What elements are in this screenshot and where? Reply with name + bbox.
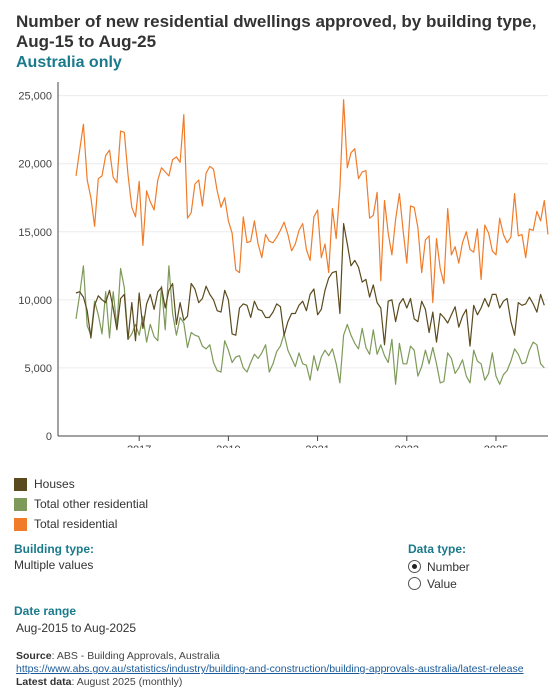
chart-title: Number of new residential dwellings appr… <box>16 12 537 51</box>
radio-value-label: Value <box>427 576 457 591</box>
legend-label-houses: Houses <box>34 477 75 491</box>
source-link[interactable]: https://www.abs.gov.au/statistics/indust… <box>16 663 524 675</box>
legend-label-total: Total residential <box>34 517 118 531</box>
radio-number[interactable]: Number <box>408 558 470 575</box>
line-chart[interactable]: 0 5,000 10,000 15,000 20,000 25,000 2017 2019 20… <box>0 78 560 448</box>
x-tick-label: 2017 <box>127 444 151 448</box>
x-tick-label: 2021 <box>305 444 329 448</box>
legend-swatch-total <box>14 517 27 531</box>
legend: Houses Total other residential Total res… <box>14 474 148 534</box>
legend-swatch-houses <box>14 477 27 491</box>
building-type-value[interactable]: Multiple values <box>14 558 94 572</box>
legend-item-houses[interactable]: Houses <box>14 474 148 494</box>
latest-text: : August 2025 (monthly) <box>71 676 183 688</box>
legend-label-other: Total other residential <box>34 497 149 511</box>
date-range-filter[interactable]: Date range Aug-2015 to Aug-2025 <box>14 604 136 635</box>
y-tick-label: 5,000 <box>24 363 52 375</box>
legend-swatch-other <box>14 497 27 511</box>
radio-value[interactable]: Value <box>408 575 470 592</box>
y-tick-label: 15,000 <box>18 227 52 239</box>
latest-label: Latest data <box>16 676 72 688</box>
date-range-value[interactable]: Aug-2015 to Aug-2025 <box>16 621 137 635</box>
source-line: Source: ABS - Building Approvals, Austra… <box>16 650 524 663</box>
source-text: : ABS - Building Approvals, Australia <box>51 650 220 662</box>
series-line-total-other-residential <box>75 265 545 385</box>
y-tick-label: 0 <box>46 431 52 443</box>
legend-item-total[interactable]: Total residential <box>14 514 148 534</box>
radio-number-label: Number <box>427 559 470 574</box>
latest-line: Latest data: August 2025 (monthly) <box>16 676 524 689</box>
chart-subtitle: Australia only <box>16 54 122 71</box>
source-label: Source <box>16 650 52 662</box>
radio-number-icon[interactable] <box>408 560 421 573</box>
y-tick-label: 10,000 <box>18 295 52 307</box>
building-type-filter[interactable]: Building type: Multiple values <box>14 542 94 572</box>
radio-value-icon[interactable] <box>408 577 421 590</box>
x-tick-label: 2019 <box>216 444 240 448</box>
series-line-total-residential <box>75 99 549 304</box>
building-type-title: Building type: <box>14 542 94 556</box>
x-tick-label: 2023 <box>395 444 419 448</box>
x-tick-label: 2025 <box>484 444 508 448</box>
data-type-filter: Data type: Number Value <box>408 542 470 592</box>
data-type-title: Data type: <box>408 542 467 556</box>
series-line-houses <box>75 223 545 347</box>
legend-item-other[interactable]: Total other residential <box>14 494 148 514</box>
y-tick-label: 20,000 <box>18 159 52 171</box>
date-range-title: Date range <box>14 604 77 618</box>
y-tick-label: 25,000 <box>18 91 52 103</box>
footer: Source: ABS - Building Approvals, Austra… <box>16 650 524 689</box>
